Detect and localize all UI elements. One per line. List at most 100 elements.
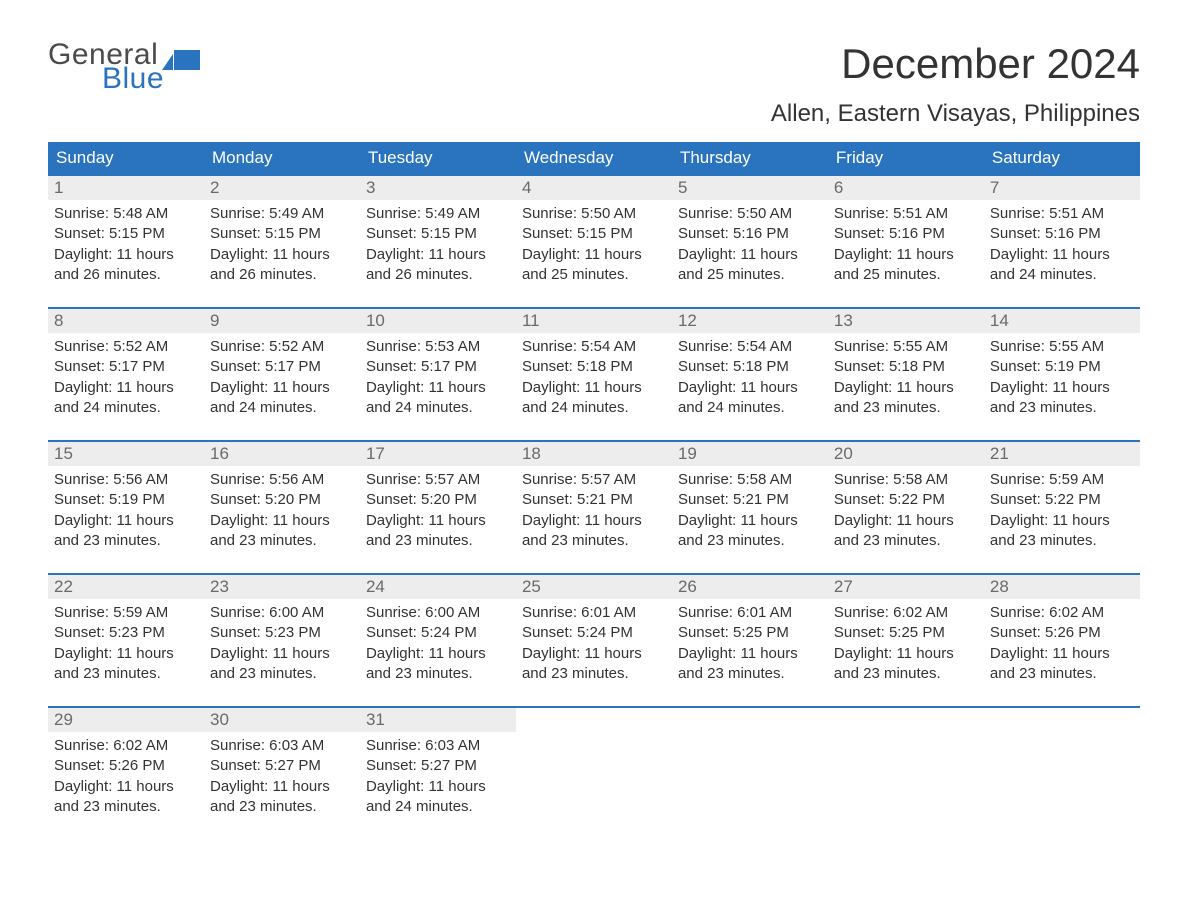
day-details: Sunrise: 6:02 AMSunset: 5:26 PMDaylight:… bbox=[984, 599, 1140, 688]
day-number: 21 bbox=[984, 442, 1140, 466]
calendar-cell bbox=[828, 708, 984, 821]
calendar-cell: 24Sunrise: 6:00 AMSunset: 5:24 PMDayligh… bbox=[360, 575, 516, 688]
calendar-cell: 23Sunrise: 6:00 AMSunset: 5:23 PMDayligh… bbox=[204, 575, 360, 688]
calendar-cell: 15Sunrise: 5:56 AMSunset: 5:19 PMDayligh… bbox=[48, 442, 204, 555]
day-details: Sunrise: 6:01 AMSunset: 5:25 PMDaylight:… bbox=[672, 599, 828, 688]
calendar-cell: 1Sunrise: 5:48 AMSunset: 5:15 PMDaylight… bbox=[48, 176, 204, 289]
day-details: Sunrise: 5:56 AMSunset: 5:19 PMDaylight:… bbox=[48, 466, 204, 555]
weekday-header: Sunday Monday Tuesday Wednesday Thursday… bbox=[48, 142, 1140, 174]
calendar-week: 22Sunrise: 5:59 AMSunset: 5:23 PMDayligh… bbox=[48, 573, 1140, 688]
calendar-cell: 12Sunrise: 5:54 AMSunset: 5:18 PMDayligh… bbox=[672, 309, 828, 422]
calendar-cell bbox=[516, 708, 672, 821]
day-number: 13 bbox=[828, 309, 984, 333]
day-number: 11 bbox=[516, 309, 672, 333]
calendar-week: 8Sunrise: 5:52 AMSunset: 5:17 PMDaylight… bbox=[48, 307, 1140, 422]
day-number: 27 bbox=[828, 575, 984, 599]
calendar-cell: 2Sunrise: 5:49 AMSunset: 5:15 PMDaylight… bbox=[204, 176, 360, 289]
day-details: Sunrise: 5:58 AMSunset: 5:22 PMDaylight:… bbox=[828, 466, 984, 555]
day-number: 3 bbox=[360, 176, 516, 200]
calendar-cell: 4Sunrise: 5:50 AMSunset: 5:15 PMDaylight… bbox=[516, 176, 672, 289]
calendar-cell: 18Sunrise: 5:57 AMSunset: 5:21 PMDayligh… bbox=[516, 442, 672, 555]
day-details: Sunrise: 5:58 AMSunset: 5:21 PMDaylight:… bbox=[672, 466, 828, 555]
day-details: Sunrise: 5:57 AMSunset: 5:20 PMDaylight:… bbox=[360, 466, 516, 555]
day-details: Sunrise: 5:54 AMSunset: 5:18 PMDaylight:… bbox=[672, 333, 828, 422]
day-number: 1 bbox=[48, 176, 204, 200]
day-number: 29 bbox=[48, 708, 204, 732]
calendar: Sunday Monday Tuesday Wednesday Thursday… bbox=[48, 142, 1140, 821]
day-details: Sunrise: 5:51 AMSunset: 5:16 PMDaylight:… bbox=[828, 200, 984, 289]
calendar-cell: 3Sunrise: 5:49 AMSunset: 5:15 PMDaylight… bbox=[360, 176, 516, 289]
day-details: Sunrise: 5:53 AMSunset: 5:17 PMDaylight:… bbox=[360, 333, 516, 422]
logo: General Blue bbox=[48, 40, 200, 94]
weekday-label: Sunday bbox=[48, 142, 204, 174]
day-number: 8 bbox=[48, 309, 204, 333]
day-details: Sunrise: 5:59 AMSunset: 5:23 PMDaylight:… bbox=[48, 599, 204, 688]
calendar-cell: 31Sunrise: 6:03 AMSunset: 5:27 PMDayligh… bbox=[360, 708, 516, 821]
day-details: Sunrise: 5:48 AMSunset: 5:15 PMDaylight:… bbox=[48, 200, 204, 289]
day-number: 2 bbox=[204, 176, 360, 200]
day-number: 7 bbox=[984, 176, 1140, 200]
day-number: 4 bbox=[516, 176, 672, 200]
calendar-cell: 6Sunrise: 5:51 AMSunset: 5:16 PMDaylight… bbox=[828, 176, 984, 289]
weekday-label: Tuesday bbox=[360, 142, 516, 174]
page-title: December 2024 bbox=[841, 40, 1140, 88]
day-details: Sunrise: 5:49 AMSunset: 5:15 PMDaylight:… bbox=[360, 200, 516, 289]
calendar-cell: 16Sunrise: 5:56 AMSunset: 5:20 PMDayligh… bbox=[204, 442, 360, 555]
calendar-week: 1Sunrise: 5:48 AMSunset: 5:15 PMDaylight… bbox=[48, 174, 1140, 289]
day-details: Sunrise: 5:49 AMSunset: 5:15 PMDaylight:… bbox=[204, 200, 360, 289]
day-number: 6 bbox=[828, 176, 984, 200]
day-number: 25 bbox=[516, 575, 672, 599]
day-details: Sunrise: 5:50 AMSunset: 5:16 PMDaylight:… bbox=[672, 200, 828, 289]
day-number: 14 bbox=[984, 309, 1140, 333]
day-number: 28 bbox=[984, 575, 1140, 599]
calendar-cell: 14Sunrise: 5:55 AMSunset: 5:19 PMDayligh… bbox=[984, 309, 1140, 422]
day-details: Sunrise: 6:02 AMSunset: 5:26 PMDaylight:… bbox=[48, 732, 204, 821]
day-details: Sunrise: 6:02 AMSunset: 5:25 PMDaylight:… bbox=[828, 599, 984, 688]
day-details: Sunrise: 5:56 AMSunset: 5:20 PMDaylight:… bbox=[204, 466, 360, 555]
weekday-label: Wednesday bbox=[516, 142, 672, 174]
day-details: Sunrise: 5:50 AMSunset: 5:15 PMDaylight:… bbox=[516, 200, 672, 289]
calendar-cell: 30Sunrise: 6:03 AMSunset: 5:27 PMDayligh… bbox=[204, 708, 360, 821]
day-number bbox=[984, 708, 1140, 732]
calendar-cell: 26Sunrise: 6:01 AMSunset: 5:25 PMDayligh… bbox=[672, 575, 828, 688]
day-details: Sunrise: 6:00 AMSunset: 5:24 PMDaylight:… bbox=[360, 599, 516, 688]
calendar-cell: 8Sunrise: 5:52 AMSunset: 5:17 PMDaylight… bbox=[48, 309, 204, 422]
calendar-cell: 29Sunrise: 6:02 AMSunset: 5:26 PMDayligh… bbox=[48, 708, 204, 821]
day-details: Sunrise: 5:52 AMSunset: 5:17 PMDaylight:… bbox=[204, 333, 360, 422]
calendar-cell: 19Sunrise: 5:58 AMSunset: 5:21 PMDayligh… bbox=[672, 442, 828, 555]
weekday-label: Monday bbox=[204, 142, 360, 174]
calendar-cell: 17Sunrise: 5:57 AMSunset: 5:20 PMDayligh… bbox=[360, 442, 516, 555]
day-details: Sunrise: 6:00 AMSunset: 5:23 PMDaylight:… bbox=[204, 599, 360, 688]
calendar-cell: 5Sunrise: 5:50 AMSunset: 5:16 PMDaylight… bbox=[672, 176, 828, 289]
weekday-label: Thursday bbox=[672, 142, 828, 174]
day-details: Sunrise: 5:51 AMSunset: 5:16 PMDaylight:… bbox=[984, 200, 1140, 289]
day-number: 15 bbox=[48, 442, 204, 466]
day-details: Sunrise: 6:03 AMSunset: 5:27 PMDaylight:… bbox=[204, 732, 360, 821]
day-details: Sunrise: 5:52 AMSunset: 5:17 PMDaylight:… bbox=[48, 333, 204, 422]
day-number: 22 bbox=[48, 575, 204, 599]
day-number: 18 bbox=[516, 442, 672, 466]
day-number: 9 bbox=[204, 309, 360, 333]
calendar-cell: 25Sunrise: 6:01 AMSunset: 5:24 PMDayligh… bbox=[516, 575, 672, 688]
calendar-week: 29Sunrise: 6:02 AMSunset: 5:26 PMDayligh… bbox=[48, 706, 1140, 821]
day-number: 31 bbox=[360, 708, 516, 732]
calendar-cell bbox=[672, 708, 828, 821]
day-number bbox=[672, 708, 828, 732]
calendar-cell bbox=[984, 708, 1140, 821]
calendar-week: 15Sunrise: 5:56 AMSunset: 5:19 PMDayligh… bbox=[48, 440, 1140, 555]
calendar-cell: 7Sunrise: 5:51 AMSunset: 5:16 PMDaylight… bbox=[984, 176, 1140, 289]
calendar-cell: 21Sunrise: 5:59 AMSunset: 5:22 PMDayligh… bbox=[984, 442, 1140, 555]
header: General Blue December 2024 bbox=[48, 40, 1140, 94]
day-details: Sunrise: 5:59 AMSunset: 5:22 PMDaylight:… bbox=[984, 466, 1140, 555]
calendar-cell: 10Sunrise: 5:53 AMSunset: 5:17 PMDayligh… bbox=[360, 309, 516, 422]
day-details: Sunrise: 5:54 AMSunset: 5:18 PMDaylight:… bbox=[516, 333, 672, 422]
day-details: Sunrise: 6:03 AMSunset: 5:27 PMDaylight:… bbox=[360, 732, 516, 821]
day-details: Sunrise: 5:55 AMSunset: 5:19 PMDaylight:… bbox=[984, 333, 1140, 422]
day-number: 17 bbox=[360, 442, 516, 466]
day-number bbox=[516, 708, 672, 732]
calendar-cell: 13Sunrise: 5:55 AMSunset: 5:18 PMDayligh… bbox=[828, 309, 984, 422]
calendar-cell: 11Sunrise: 5:54 AMSunset: 5:18 PMDayligh… bbox=[516, 309, 672, 422]
day-number: 24 bbox=[360, 575, 516, 599]
day-number: 12 bbox=[672, 309, 828, 333]
location-subtitle: Allen, Eastern Visayas, Philippines bbox=[48, 100, 1140, 128]
